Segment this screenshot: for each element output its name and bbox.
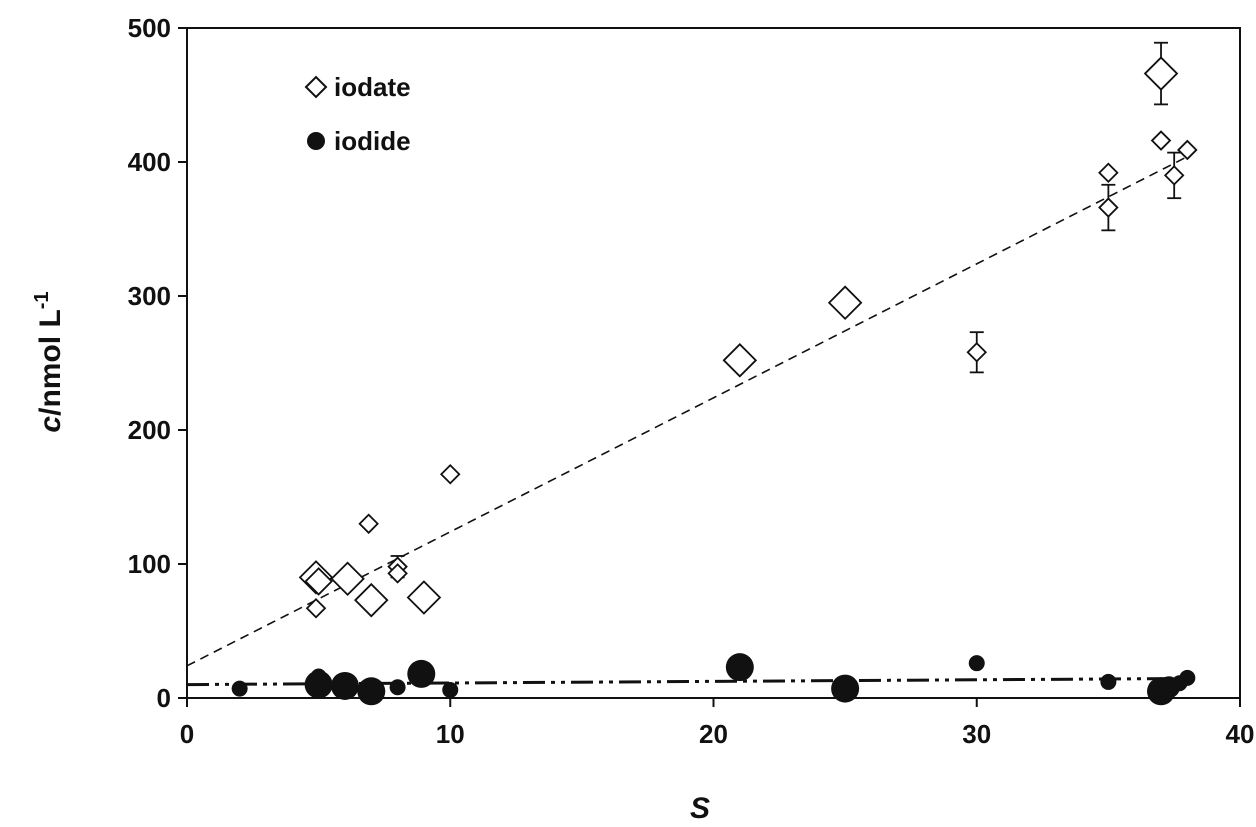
iodate-point (354, 582, 389, 618)
iodide-point (310, 668, 327, 685)
y-tick-label: 300 (128, 281, 171, 311)
iodate-fit-line (186, 155, 1188, 667)
iodate-point (1098, 197, 1119, 218)
x-tick-label: 0 (180, 719, 194, 749)
iodate-point (722, 343, 758, 378)
iodide-point (1179, 669, 1196, 686)
legend-iodate-marker (304, 75, 328, 99)
iodate-point (1163, 165, 1185, 186)
iodide-point (831, 674, 860, 703)
y-tick-label: 500 (128, 13, 171, 43)
x-tick-label: 40 (1226, 719, 1255, 749)
iodate-point (304, 567, 333, 596)
iodide-point (725, 653, 754, 682)
iodide-point (968, 655, 985, 672)
iodide-point (389, 679, 406, 696)
iodide-point (407, 659, 436, 688)
iodate-point (966, 342, 988, 363)
legend-iodide-label: iodide (334, 126, 411, 156)
x-tick-label: 20 (699, 719, 728, 749)
x-tick-label: 30 (962, 719, 991, 749)
y-axis-title: c/nmol L-1 (31, 291, 67, 432)
trend-lines (186, 155, 1188, 687)
iodate-point (305, 597, 327, 619)
y-tick-label: 200 (128, 415, 171, 445)
iodide-point (357, 677, 386, 706)
iodate-point (330, 561, 365, 597)
x-tick-label: 10 (436, 719, 465, 749)
iodate-point (358, 513, 379, 535)
legend-iodate-label: iodate (334, 72, 411, 102)
iodide-fit-line (186, 676, 1188, 687)
iodide-point (442, 681, 459, 698)
iodate-point (387, 563, 408, 584)
iodide-point (330, 671, 359, 700)
iodate-point (1177, 139, 1198, 161)
iodate-point (1143, 56, 1179, 91)
y-tick-label: 0 (157, 683, 171, 713)
iodate-point (406, 580, 442, 615)
legend-iodide-marker (307, 132, 325, 150)
iodate-point (1098, 162, 1119, 183)
x-axis-title: S (690, 792, 710, 825)
iodide-point (1100, 673, 1117, 690)
y-axis-title-superscript: -1 (31, 291, 53, 309)
y-tick-label: 100 (128, 549, 171, 579)
iodide-point (231, 680, 248, 697)
iodate-point (439, 463, 461, 485)
data-points (231, 41, 1198, 706)
legend: iodate iodide (304, 72, 411, 156)
iodate-point (827, 285, 863, 320)
iodate-point (1150, 130, 1172, 151)
y-tick-label: 400 (128, 147, 171, 177)
y-axis-title-rest: /nmol L (34, 309, 67, 416)
